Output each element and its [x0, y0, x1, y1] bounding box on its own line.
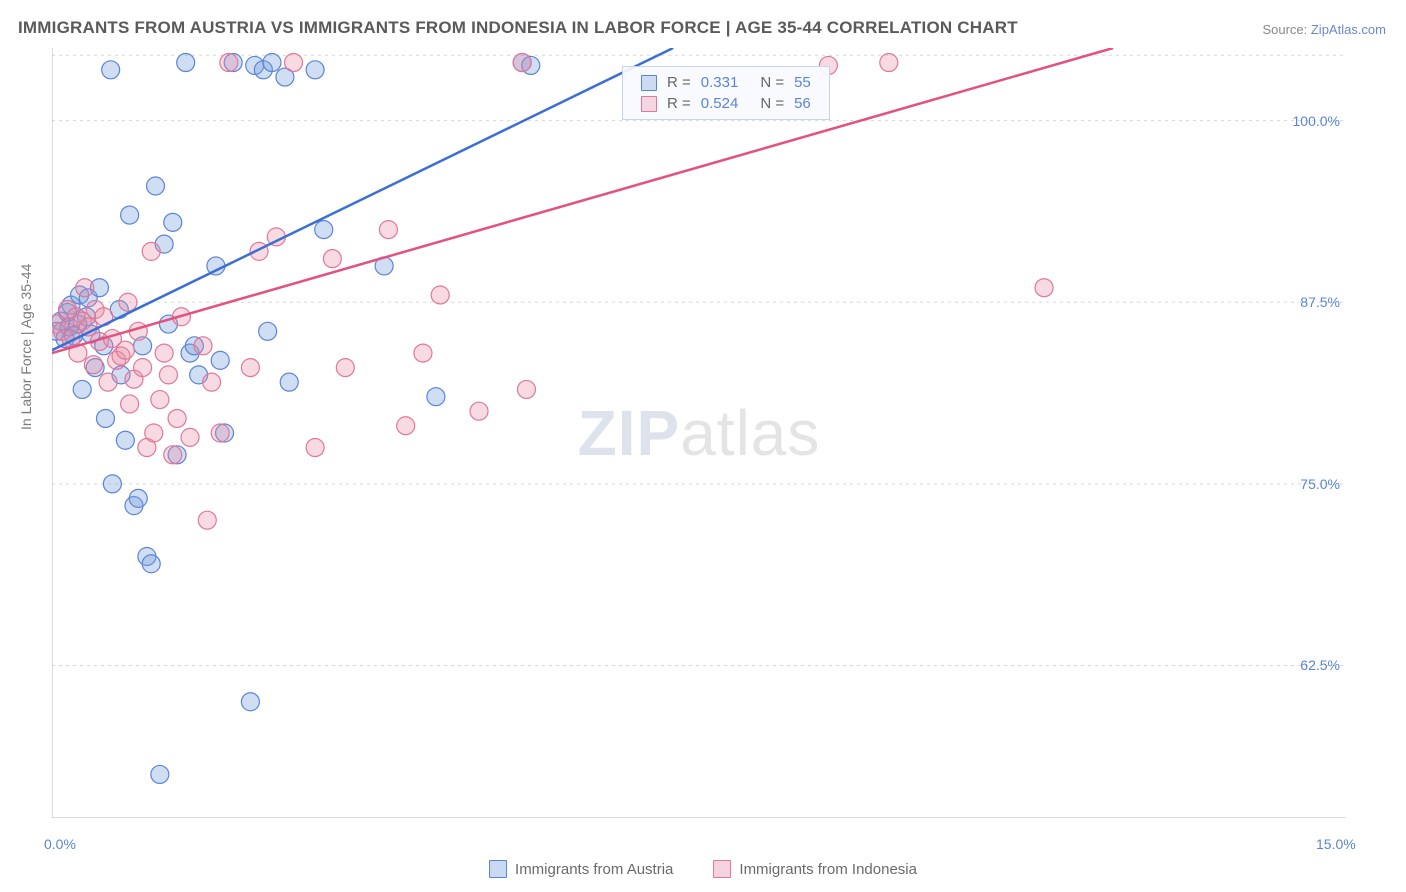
legend-swatch [713, 860, 731, 878]
chart-title: IMMIGRANTS FROM AUSTRIA VS IMMIGRANTS FR… [18, 18, 1018, 38]
legend-bottom: Immigrants from Austria Immigrants from I… [489, 860, 917, 878]
y-tick-label: 62.5% [1300, 657, 1340, 673]
y-tick-label: 87.5% [1300, 294, 1340, 310]
legend-label: Immigrants from Austria [515, 861, 673, 878]
source-attribution: Source: ZipAtlas.com [1262, 22, 1386, 37]
legend-label: Immigrants from Indonesia [739, 861, 917, 878]
source-link[interactable]: ZipAtlas.com [1311, 22, 1386, 37]
x-tick-label: 0.0% [44, 836, 76, 852]
scatter-chart [52, 48, 1346, 818]
y-tick-label: 75.0% [1300, 476, 1340, 492]
stat-row: R =0.524N =56 [637, 94, 815, 113]
y-axis-label: In Labor Force | Age 35-44 [18, 264, 34, 430]
source-prefix: Source: [1262, 22, 1310, 37]
y-tick-label: 100.0% [1293, 113, 1340, 129]
correlation-stats-box: R =0.331N =55 R =0.524N =56 [622, 66, 830, 120]
legend-item: Immigrants from Austria [489, 860, 673, 878]
stat-row: R =0.331N =55 [637, 73, 815, 92]
x-tick-label: 15.0% [1316, 836, 1356, 852]
legend-swatch [489, 860, 507, 878]
legend-item: Immigrants from Indonesia [713, 860, 917, 878]
chart-area: ZIPatlas R =0.331N =55R =0.524N =56 0.0%… [52, 48, 1346, 818]
